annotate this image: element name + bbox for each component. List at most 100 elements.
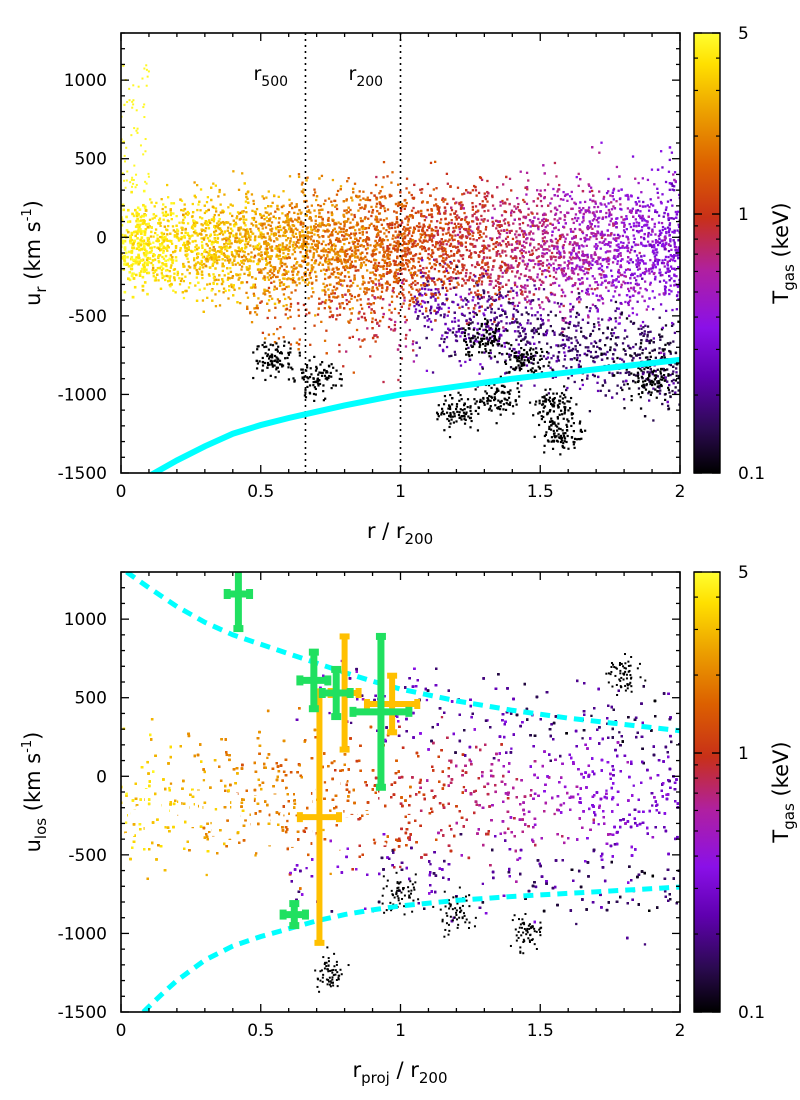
- particle: [397, 224, 400, 227]
- particle: [632, 345, 635, 349]
- particle: [594, 215, 597, 218]
- particle: [287, 277, 290, 280]
- particle: [213, 260, 216, 264]
- particle: [408, 191, 411, 194]
- particle: [129, 241, 132, 245]
- particle: [305, 246, 309, 249]
- particle: [309, 276, 312, 280]
- particle: [168, 269, 171, 273]
- particle: [666, 226, 670, 229]
- particle: [600, 141, 603, 144]
- particle: [350, 297, 353, 300]
- particle: [497, 229, 500, 233]
- particle: [370, 191, 373, 195]
- particle: [490, 328, 494, 331]
- particle: [331, 315, 334, 319]
- particle: [602, 331, 605, 335]
- particle: [227, 226, 230, 229]
- particle: [183, 216, 186, 219]
- particle: [150, 201, 153, 204]
- particle: [604, 279, 607, 282]
- particle: [394, 320, 397, 324]
- particle: [193, 181, 196, 184]
- particle: [427, 276, 431, 279]
- particle: [308, 274, 311, 277]
- particle: [555, 268, 558, 271]
- particle: [562, 235, 565, 238]
- particle: [475, 222, 479, 225]
- particle: [562, 268, 565, 271]
- particle: [274, 247, 277, 250]
- particle: [341, 284, 344, 287]
- particle: [602, 197, 605, 200]
- particle: [516, 294, 519, 297]
- particle: [658, 237, 661, 240]
- particle: [493, 299, 496, 302]
- particle: [306, 232, 310, 235]
- particle: [578, 343, 582, 347]
- particle: [518, 242, 521, 246]
- particle: [319, 302, 323, 305]
- particle: [285, 248, 288, 251]
- particle: [646, 240, 650, 243]
- particle: [515, 291, 518, 294]
- particle: [498, 236, 501, 239]
- particle: [142, 189, 146, 193]
- particle: [329, 283, 332, 286]
- particle: [568, 195, 572, 198]
- particle: [664, 180, 668, 184]
- particle: [488, 328, 491, 331]
- particle: [614, 342, 617, 345]
- particle: [369, 244, 372, 247]
- particle: [545, 296, 548, 299]
- particle: [663, 352, 666, 355]
- particle: [487, 298, 490, 301]
- particle: [563, 354, 567, 357]
- particle: [594, 341, 598, 345]
- particle: [435, 243, 438, 246]
- particle: [658, 258, 661, 262]
- particle: [342, 230, 345, 234]
- particle: [611, 281, 614, 285]
- particle: [378, 236, 382, 240]
- particle: [512, 222, 515, 225]
- particle: [562, 304, 565, 308]
- particle: [453, 229, 456, 233]
- particle: [523, 200, 526, 204]
- particle: [592, 235, 595, 238]
- particle: [429, 309, 432, 312]
- particle: [620, 283, 623, 286]
- particle: [478, 202, 482, 206]
- particle: [463, 338, 466, 341]
- particle: [317, 209, 321, 212]
- particle: [310, 258, 314, 262]
- particle: [659, 150, 663, 153]
- particle: [539, 326, 542, 329]
- particle: [667, 267, 670, 270]
- particle: [377, 324, 381, 327]
- particle: [481, 365, 484, 369]
- particle: [463, 192, 466, 195]
- particle: [559, 254, 562, 257]
- particle: [430, 277, 434, 280]
- particle: [152, 266, 155, 270]
- particle: [208, 256, 211, 259]
- particle: [312, 194, 315, 197]
- particle: [187, 260, 190, 264]
- particle: [542, 307, 545, 311]
- particle: [243, 243, 247, 246]
- particle: [159, 245, 162, 248]
- particle: [579, 201, 582, 204]
- particle: [374, 218, 377, 221]
- particle: [661, 225, 665, 229]
- particle: [237, 249, 241, 253]
- particle: [541, 264, 544, 267]
- particle: [658, 347, 661, 350]
- particle: [350, 253, 353, 256]
- particle: [386, 208, 390, 211]
- particle: [236, 250, 239, 253]
- particle: [246, 229, 249, 232]
- particle: [671, 230, 674, 234]
- particle: [648, 272, 651, 275]
- particle: [615, 244, 618, 247]
